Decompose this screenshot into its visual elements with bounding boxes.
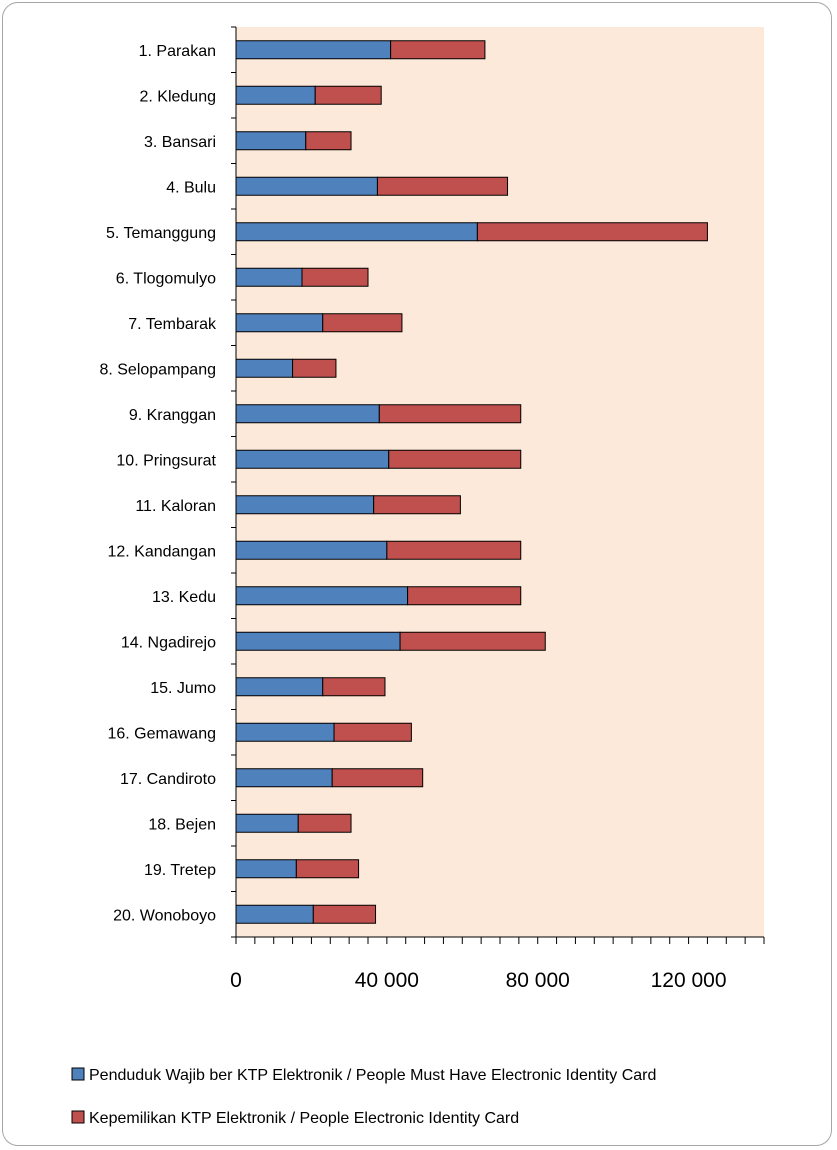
bar-segment-1-19 — [235, 859, 297, 879]
bar-segment-1-3 — [235, 131, 307, 151]
x-tick-label: 40 000 — [355, 969, 419, 992]
category-label: 12. Kandangan — [107, 543, 216, 560]
x-tick-label: 0 — [230, 969, 242, 992]
bar-segment-1-10 — [235, 449, 390, 469]
bar-segment-2-5 — [476, 222, 708, 242]
bar-segment-2-17 — [331, 768, 424, 788]
category-label: 3. Bansari — [144, 134, 216, 151]
bar-segment-1-1 — [235, 40, 392, 60]
bar-segment-1-12 — [235, 540, 388, 560]
bar-segment-2-9 — [378, 404, 522, 424]
bar-segment-2-11 — [373, 495, 461, 515]
category-label: 7. Tembarak — [128, 316, 217, 333]
legend-label: Penduduk Wajib ber KTP Elektronik / Peop… — [89, 1067, 656, 1084]
bar-segment-1-7 — [235, 313, 324, 333]
category-label: 5. Temanggung — [106, 225, 216, 242]
bar-segment-1-13 — [235, 586, 409, 606]
category-label: 10. Pringsurat — [116, 452, 216, 469]
bar-segment-1-11 — [235, 495, 375, 515]
bar-segment-1-16 — [235, 722, 335, 742]
bar-segment-2-8 — [292, 358, 337, 378]
bar-segment-2-19 — [295, 859, 360, 879]
category-label: 18. Bejen — [148, 816, 216, 833]
bar-segment-2-1 — [390, 40, 486, 60]
category-label: 2. Kledung — [139, 88, 216, 105]
bar-segment-2-15 — [322, 677, 386, 697]
bar-segment-1-17 — [235, 768, 333, 788]
bar-segment-1-4 — [235, 176, 378, 196]
category-label: 9. Kranggan — [129, 407, 216, 424]
category-label: 20. Wonoboyo — [113, 907, 216, 924]
bar-segment-2-6 — [301, 267, 369, 287]
category-label: 6. Tlogomulyo — [116, 270, 216, 287]
category-label: 11. Kaloran — [135, 498, 216, 515]
bar-segment-1-18 — [235, 813, 299, 833]
category-label: 19. Tretep — [144, 862, 216, 879]
bar-segment-1-20 — [235, 904, 314, 924]
bar-segment-2-12 — [386, 540, 522, 560]
bar-segment-2-16 — [333, 722, 412, 742]
x-tick-label: 120 000 — [651, 969, 727, 992]
bar-segment-2-13 — [407, 586, 522, 606]
x-tick-label: 80 000 — [506, 969, 570, 992]
bar-segment-2-3 — [305, 131, 352, 151]
bar-segment-2-14 — [399, 631, 546, 651]
legend-label: Kepemilikan KTP Elektronik / People Elec… — [89, 1110, 519, 1127]
category-label: 8. Selopampang — [99, 361, 216, 378]
category-label: 13. Kedu — [152, 589, 216, 606]
category-label: 1. Parakan — [139, 43, 216, 60]
category-label: 17. Candiroto — [120, 771, 216, 788]
bar-segment-2-20 — [312, 904, 377, 924]
bar-segment-2-7 — [322, 313, 403, 333]
bar-segment-2-10 — [388, 449, 522, 469]
bar-segment-1-8 — [235, 358, 294, 378]
category-label: 4. Bulu — [166, 179, 216, 196]
bar-segment-1-15 — [235, 677, 324, 697]
bar-segment-2-2 — [314, 85, 382, 105]
category-label: 14. Ngadirejo — [121, 634, 216, 651]
bar-segment-1-9 — [235, 404, 380, 424]
bar-segment-1-2 — [235, 85, 316, 105]
category-label: 15. Jumo — [150, 680, 216, 697]
bar-segment-1-5 — [235, 222, 478, 242]
plot-area — [236, 27, 764, 937]
category-label: 16. Gemawang — [107, 725, 216, 742]
bar-segment-1-6 — [235, 267, 303, 287]
legend-swatch — [71, 1110, 85, 1124]
bar-segment-1-14 — [235, 631, 401, 651]
bar-segment-2-4 — [376, 176, 509, 196]
bar-segment-2-18 — [297, 813, 352, 833]
legend-swatch — [71, 1067, 85, 1081]
